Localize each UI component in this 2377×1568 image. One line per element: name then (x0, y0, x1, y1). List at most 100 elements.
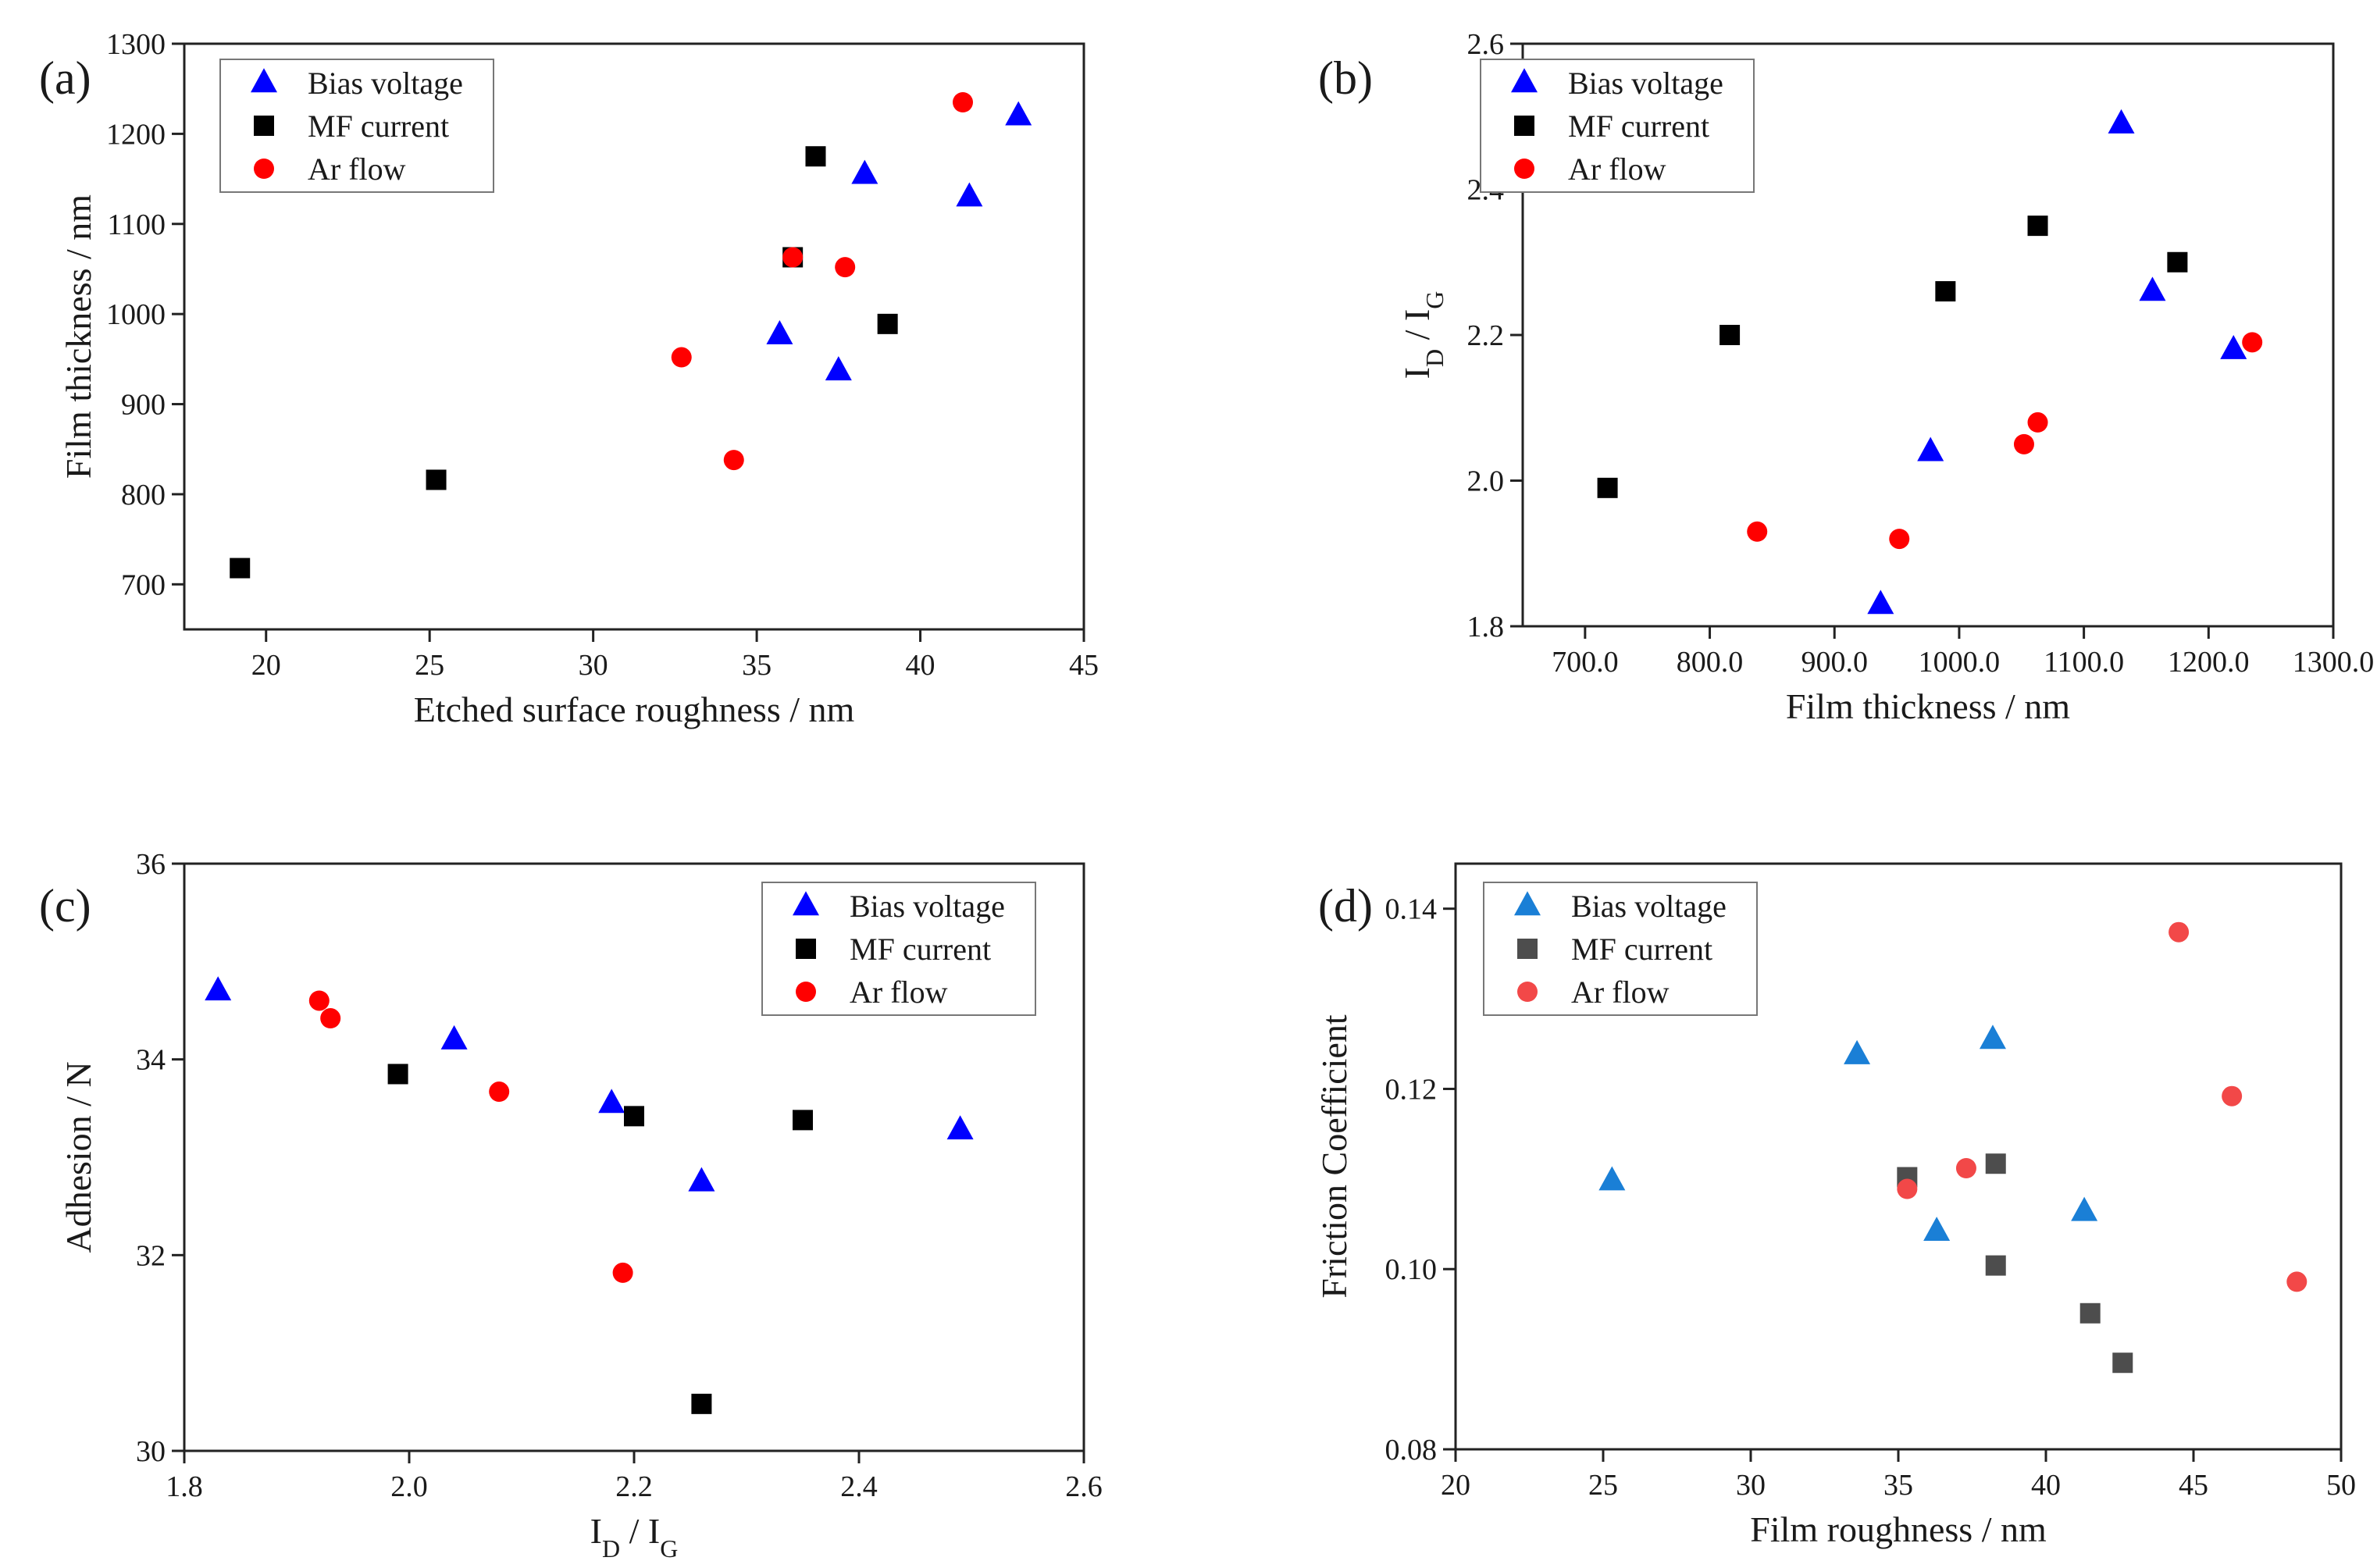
data-point (1955, 1158, 1976, 1178)
y-axis-label: Adhesion / N (59, 1061, 98, 1253)
data-point (2112, 1352, 2133, 1374)
x-axis-label: ID / IG (590, 1511, 679, 1563)
data-point (2169, 921, 2190, 943)
data-point (2027, 412, 2048, 433)
x-tick-label: 35 (1883, 1469, 1913, 1502)
data-point (2286, 1271, 2308, 1292)
data-point (1917, 437, 1944, 461)
data-point (205, 976, 232, 1001)
legend-entry: Bias voltage (850, 889, 1005, 924)
panel-a: 20 25 30 35 40 45 700 800 900 1000 1100 1200 1300 Etc… (39, 28, 1099, 729)
data-point (782, 247, 804, 268)
x-tick-label: 40 (906, 649, 935, 682)
legend-marker (254, 116, 274, 136)
y-tick-label: 0.12 (1385, 1073, 1438, 1106)
x-tick-label: 1100.0 (2044, 646, 2124, 679)
x-tick-label: 1300.0 (2293, 646, 2375, 679)
data-point (440, 1025, 468, 1049)
legend-entry: Bias voltage (1571, 889, 1727, 924)
y-tick-label: 1000 (106, 298, 166, 331)
data-point (1597, 477, 1618, 498)
data-point (953, 92, 974, 112)
data-point (956, 182, 983, 207)
x-tick-label: 45 (1069, 649, 1099, 682)
y-tick-label: 2.0 (1467, 465, 1505, 498)
legend-entry: Bias voltage (308, 66, 463, 101)
data-point (230, 558, 251, 579)
data-point (489, 1082, 510, 1103)
data-point (1985, 1153, 2006, 1174)
data-point (1897, 1178, 1918, 1199)
x-tick-label: 1200.0 (2168, 646, 2250, 679)
data-point (805, 146, 826, 167)
legend-marker (251, 68, 277, 93)
legend-entry: MF current (1568, 109, 1709, 144)
x-tick-label: 30 (579, 649, 608, 682)
data-point (1935, 281, 1956, 302)
x-tick-label: 20 (251, 649, 281, 682)
legend-entry: Ar flow (1568, 151, 1666, 187)
x-tick-label: 25 (1588, 1469, 1618, 1502)
x-tick-label: 2.2 (615, 1470, 653, 1503)
plot-frame (183, 42, 1085, 631)
data-point (793, 1110, 813, 1131)
legend-entry: MF current (850, 932, 991, 967)
x-tick-label: 2.0 (390, 1470, 428, 1503)
data-point (2079, 1303, 2101, 1324)
legend: Bias voltage MF current Ar flow (1480, 59, 1755, 193)
data-point (2108, 109, 2135, 134)
data-point (766, 319, 793, 344)
x-tick-label: 35 (742, 649, 772, 682)
legend-entry: MF current (1571, 932, 1712, 967)
x-tick-label: 1.8 (166, 1470, 203, 1503)
y-tick-label: 0.10 (1385, 1253, 1438, 1286)
data-point (2222, 1085, 2243, 1107)
data-point (946, 1115, 974, 1140)
y-tick-label: 1.8 (1467, 611, 1505, 643)
panel-label: (b) (1318, 52, 1373, 104)
y-tick-label: 2.2 (1467, 319, 1505, 352)
x-tick-label: 30 (1736, 1469, 1766, 1502)
x-tick-label: 2.4 (840, 1470, 878, 1503)
x-axis-label: Film thickness / nm (1786, 686, 2070, 726)
legend-marker (1514, 159, 1534, 179)
y-axis-label: ID / IG (1397, 291, 1449, 380)
legend-entry: Ar flow (1571, 975, 1670, 1010)
x-tick-label: 700.0 (1552, 646, 1619, 679)
y-tick-label: 1100 (107, 208, 166, 241)
data-point (1985, 1255, 2006, 1276)
y-tick-label: 700 (121, 568, 166, 601)
data-point (1923, 1217, 1951, 1242)
data-point (691, 1393, 712, 1414)
y-axis-label: Friction Coefficient (1314, 1014, 1354, 1298)
y-tick-label: 800 (121, 479, 166, 511)
legend: Bias voltage MF current Ar flow (219, 59, 494, 193)
panel-c: 1.8 2.0 2.2 2.4 2.6 30 32 34 36 ID / IG Adhesion /… (39, 848, 1103, 1563)
x-tick-label: 20 (1441, 1469, 1470, 1502)
y-tick-label: 30 (136, 1435, 166, 1468)
data-point (387, 1064, 408, 1085)
data-point (2071, 1196, 2098, 1221)
y-tick-label: 32 (136, 1239, 166, 1272)
data-point (671, 347, 692, 368)
x-axis-label: Etched surface roughness / nm (414, 690, 855, 729)
y-tick-label: 34 (136, 1044, 166, 1077)
data-point (308, 990, 330, 1011)
panel-label: (c) (39, 880, 91, 932)
data-point (1867, 590, 1894, 615)
x-tick-label: 1000.0 (1919, 646, 2001, 679)
data-point (2027, 216, 2048, 237)
data-point (851, 159, 878, 184)
legend-entry: Ar flow (308, 151, 406, 187)
data-point (1598, 1166, 1626, 1191)
x-tick-label: 50 (2326, 1469, 2356, 1502)
legend-marker (796, 982, 816, 1002)
data-point (426, 469, 447, 490)
y-tick-label: 900 (121, 389, 166, 422)
x-tick-label: 25 (415, 649, 444, 682)
legend: Bias voltage MF current Ar flow (761, 882, 1036, 1016)
panel-b: 700.0 800.0 900.0 1000.0 1100.0 1200.0 1300.0 1… (1318, 28, 2374, 726)
legend-marker (796, 939, 816, 959)
y-tick-label: 0.14 (1385, 893, 1438, 926)
